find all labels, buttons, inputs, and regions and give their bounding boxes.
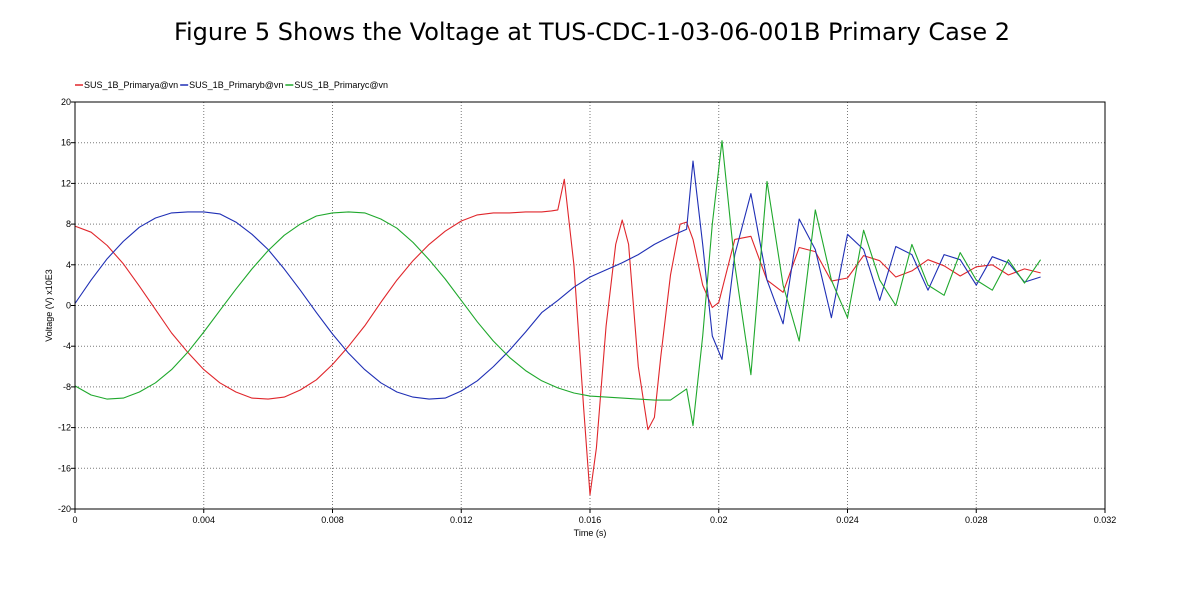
series-line-3: [74, 140, 1042, 427]
y-tick-labels: -20 -16 -12 -8 -4 0 4 8 12 16 20: [58, 97, 75, 514]
y-tick-label: -20: [58, 504, 71, 514]
y-tick-label: 20: [61, 97, 71, 107]
y-tick-label: -4: [63, 341, 71, 351]
y-tick-label: -12: [58, 423, 71, 433]
x-axis-label: Time (s): [574, 528, 607, 538]
x-tick-label: 0.02: [710, 515, 728, 525]
x-tick-label: 0.008: [321, 515, 344, 525]
series-line-2: [74, 160, 1041, 400]
y-tick-label: -8: [63, 382, 71, 392]
x-tick-label: 0.028: [965, 515, 988, 525]
x-tick-label: 0.004: [192, 515, 215, 525]
x-tick-label: 0.016: [579, 515, 602, 525]
legend-label-2: SUS_1B_Primaryb@vn: [189, 80, 283, 90]
legend-label-1: SUS_1B_Primarya@vn: [84, 80, 178, 90]
series-line-1: [74, 178, 1041, 496]
x-tick-label: 0: [72, 515, 77, 525]
y-tick-label: 16: [61, 138, 71, 148]
legend-label-3: SUS_1B_Primaryc@vn: [294, 80, 388, 90]
grid: [75, 102, 1105, 509]
y-tick-label: -16: [58, 463, 71, 473]
series-group: [74, 140, 1042, 496]
y-tick-label: 4: [66, 260, 71, 270]
y-axis-label: Voltage (V) x10E3: [44, 269, 54, 342]
figure-title: Figure 5 Shows the Voltage at TUS-CDC-1-…: [173, 18, 1011, 46]
x-tick-label: 0.012: [450, 515, 473, 525]
y-tick-label: 12: [61, 178, 71, 188]
x-tick-label: 0.024: [836, 515, 859, 525]
x-tick-labels: 0 0.004 0.008 0.012 0.016 0.02 0.024 0.028 0.032: [72, 509, 1116, 525]
x-tick-label: 0.032: [1094, 515, 1117, 525]
y-tick-label: 8: [66, 219, 71, 229]
legend: SUS_1B_Primarya@vn SUS_1B_Primaryb@vn SUS_…: [75, 80, 388, 90]
y-tick-label: 0: [66, 301, 71, 311]
